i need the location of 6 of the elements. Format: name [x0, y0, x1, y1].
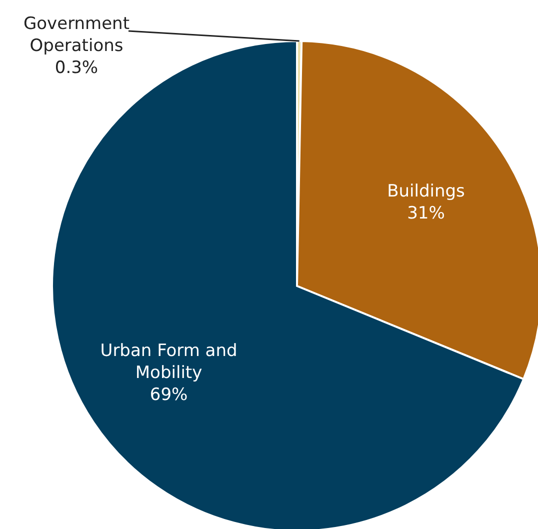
data-label: 69%	[150, 384, 188, 405]
slice-label: Urban Form and Mobility	[100, 340, 238, 383]
data-label: 0.3%	[54, 58, 98, 78]
slice-label: Government Operations	[23, 14, 130, 56]
slice-label: Buildings	[387, 181, 466, 202]
data-label: 31%	[407, 203, 445, 224]
